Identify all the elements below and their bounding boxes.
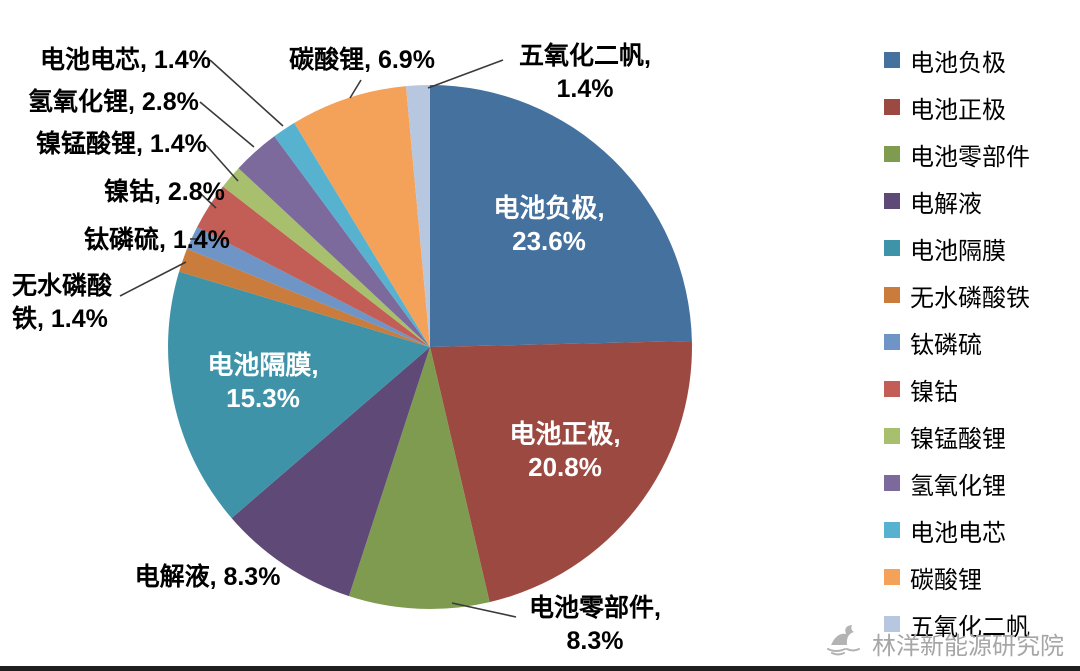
legend-label: 镍锰酸锂 [910,425,1006,453]
watermark: 林洋新能源研究院 [824,624,1064,663]
legend-swatch [884,334,900,350]
legend-label: 碳酸锂 [910,566,982,594]
legend-swatch [884,616,900,632]
callout-leader-line [209,59,284,127]
legend-label: 氢氧化锂 [910,472,1006,500]
legend-swatch [884,381,900,397]
legend-swatch [884,99,900,115]
legend-item-3: 电池零部件 [884,140,1030,171]
legend-label: 电解液 [910,190,982,218]
callout-leader-line [199,192,217,209]
pie-slice-9 [222,168,430,347]
legend-label: 五氧化二帆 [910,613,1030,641]
callout-leader-line [349,79,362,99]
pie-callout-label-12: 碳酸锂, 6.9% [289,46,435,74]
legend-swatch [884,193,900,209]
legend-item-4: 电解液 [884,187,1030,218]
callout-leader-line [199,101,255,148]
legend-item-11: 电池电芯 [884,516,1030,547]
pie-callout-label-3: 电池零部件, 8.3% [529,594,661,655]
legend-item-13: 五氧化二帆 [884,610,1030,641]
legend-label: 钛磷硫 [910,331,982,359]
pie-callout-label-11: 电池电芯, 1.4% [40,46,211,74]
pie-inside-label: 电池负极, 23.6% [493,193,604,256]
bottom-edge-bar [0,666,1080,671]
legend-swatch [884,287,900,303]
legend-label: 电池隔膜 [910,237,1006,265]
pie-slice-4 [231,347,430,597]
pie-slice-13 [406,85,430,347]
pie-inside-label: 电池隔膜, 15.3% [207,350,318,413]
pie-slice-6 [179,248,430,347]
legend-swatch [884,475,900,491]
legend-item-7: 钛磷硫 [884,328,1030,359]
callout-leader-line [427,59,504,89]
legend-label: 电池负极 [910,49,1006,77]
watermark-logo-icon [824,624,864,663]
callout-leader-line [205,144,239,182]
legend-label: 电池电芯 [910,519,1006,547]
pie-slice-8 [197,186,430,347]
legend-item-12: 碳酸锂 [884,563,1030,594]
legend-swatch [884,522,900,538]
pie-slice-3 [348,347,490,609]
legend-swatch [884,146,900,162]
legend-label: 无水磷酸铁 [910,284,1030,312]
pie-callout-label-6: 无水磷酸 铁, 1.4% [12,272,113,333]
pie-slice-2 [430,341,692,603]
legend-label: 电池零部件 [910,143,1030,171]
legend-label: 镍钴 [910,378,958,406]
pie-slice-5 [168,271,431,519]
callout-leader-line [119,261,187,297]
pie-slice-7 [187,227,430,347]
legend: 电池负极电池正极电池零部件电解液电池隔膜无水磷酸铁钛磷硫镍钴镍锰酸锂氢氧化锂电池… [884,46,1030,641]
pie-callout-label-8: 镍钴, 2.8% [104,178,225,206]
legend-item-2: 电池正极 [884,93,1030,124]
legend-item-10: 氢氧化锂 [884,469,1030,500]
watermark-text: 林洋新能源研究院 [872,633,1064,660]
pie-callout-label-4: 电解液, 8.3% [134,563,281,591]
legend-swatch [884,52,900,68]
callout-leader-line [451,602,517,618]
legend-item-1: 电池负极 [884,46,1030,77]
legend-swatch [884,428,900,444]
legend-item-5: 电池隔膜 [884,234,1030,265]
legend-item-9: 镍锰酸锂 [884,422,1030,453]
pie-callout-label-13: 五氧化二帆, 1.4% [519,42,651,103]
pie-slice-12 [294,86,430,347]
pie-slice-10 [238,136,430,347]
pie-callout-label-7: 钛磷硫, 1.4% [84,226,230,254]
pie-callout-label-9: 镍锰酸锂, 1.4% [36,130,207,158]
pie-callout-label-10: 氢氧化锂, 2.8% [28,88,199,116]
legend-item-6: 无水磷酸铁 [884,281,1030,312]
pie-slice-11 [274,122,430,348]
legend-swatch [884,569,900,585]
pie-inside-label: 电池正极, 20.8% [509,419,620,482]
legend-item-8: 镍钴 [884,375,1030,406]
legend-swatch [884,240,900,256]
legend-label: 电池正极 [910,96,1006,124]
pie-slice-1 [430,85,692,347]
